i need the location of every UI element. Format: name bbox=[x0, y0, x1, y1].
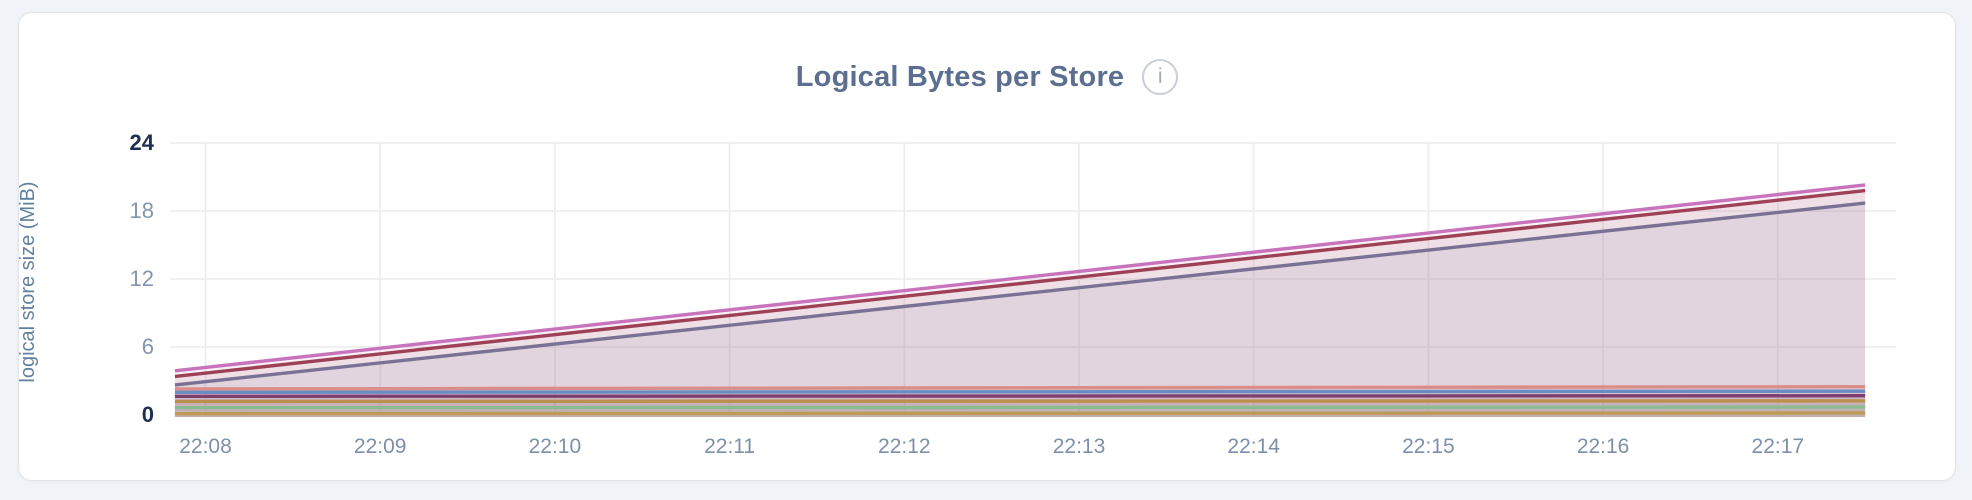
x-tick-label: 22:11 bbox=[704, 435, 756, 458]
series-line bbox=[174, 394, 1866, 398]
series-line bbox=[174, 399, 1866, 404]
y-axis-title: logical store size (MiB) bbox=[17, 181, 39, 383]
series-area bbox=[174, 203, 1866, 417]
x-tick-label: 22:15 bbox=[1402, 435, 1455, 458]
info-icon[interactable]: i bbox=[1142, 59, 1179, 95]
x-tick-label: 22:08 bbox=[179, 435, 232, 458]
series-line bbox=[174, 201, 1866, 387]
y-tick-label: 6 bbox=[141, 334, 154, 359]
x-tick-label: 22:09 bbox=[353, 435, 407, 458]
series-line bbox=[174, 389, 1866, 395]
x-tick-label: 22:16 bbox=[1576, 435, 1630, 458]
series-line bbox=[174, 384, 1866, 391]
chart-header: Logical Bytes per Store i bbox=[19, 59, 1955, 95]
chart-title: Logical Bytes per Store bbox=[795, 60, 1125, 93]
series-line bbox=[174, 411, 1866, 416]
y-tick-label: 12 bbox=[129, 266, 154, 291]
x-tick-label: 22:17 bbox=[1751, 435, 1805, 458]
x-tick-label: 22:12 bbox=[878, 435, 931, 458]
x-tick-label: 22:13 bbox=[1052, 435, 1106, 458]
y-tick-label: 24 bbox=[129, 130, 154, 155]
series-line bbox=[174, 405, 1866, 410]
series-line bbox=[174, 183, 1866, 373]
x-tick-label: 22:10 bbox=[528, 435, 582, 458]
x-tick-label: 22:14 bbox=[1227, 435, 1280, 458]
series-line bbox=[174, 188, 1866, 379]
y-tick-label: 0 bbox=[141, 402, 154, 427]
series-area bbox=[174, 184, 1866, 417]
y-tick-label: 18 bbox=[129, 198, 154, 223]
